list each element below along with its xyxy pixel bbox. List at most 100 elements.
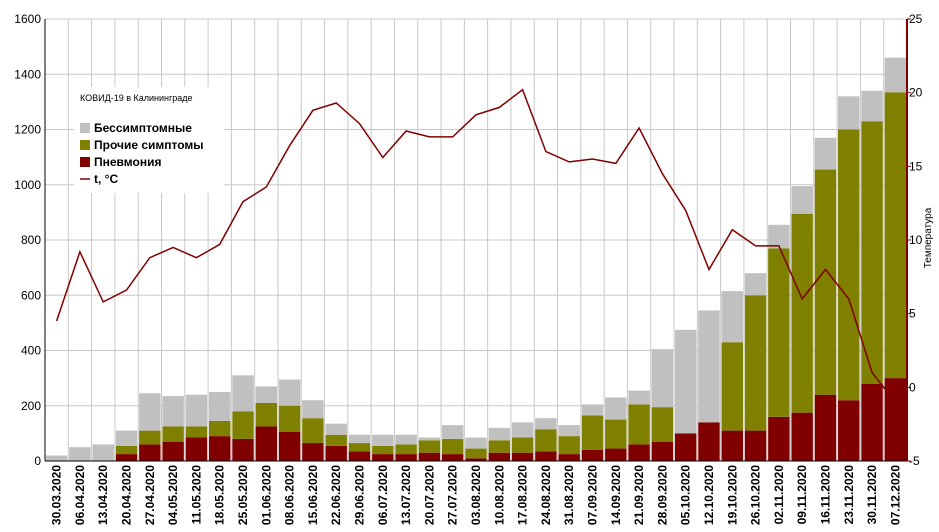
x-tick-label: 27.04.2020 [143, 465, 157, 525]
bar-pneumonia [372, 454, 394, 461]
legend: КОВИД-19 в Калининграде Бессимптомные Пр… [74, 87, 224, 193]
bar-other-symptoms [581, 415, 604, 450]
bar-asymptomatic [698, 310, 720, 423]
bar-other-symptoms [232, 411, 254, 439]
y2-tick-label: 10 [909, 233, 923, 247]
x-tick-label: 23.11.2020 [842, 465, 856, 525]
bar-asymptomatic [395, 434, 417, 445]
bar-pneumonia [185, 437, 208, 461]
x-tick-label: 20.04.2020 [120, 465, 134, 525]
bar-pneumonia [838, 400, 860, 461]
x-tick-label: 29.06.2020 [353, 465, 367, 525]
bar-asymptomatic [768, 224, 790, 249]
bar-other-symptoms [325, 434, 347, 446]
x-tick-label: 13.07.2020 [399, 465, 413, 525]
bar-pneumonia [721, 430, 743, 461]
bar-asymptomatic [651, 349, 674, 408]
bar-pneumonia [674, 433, 697, 461]
bar-pneumonia [768, 416, 790, 461]
y-tick-label: 800 [21, 233, 41, 247]
bar-pneumonia [325, 445, 347, 461]
legend-label-other-symptoms: Прочие симптомы [94, 138, 204, 152]
bar-other-symptoms [861, 121, 883, 384]
legend-label-pneumonia: Пневмония [94, 155, 161, 169]
y2-axis-label: Температура [923, 207, 934, 268]
bar-other-symptoms [139, 430, 161, 445]
bar-other-symptoms [721, 342, 743, 431]
bar-other-symptoms [628, 404, 650, 445]
bar-asymptomatic [441, 425, 464, 439]
y-tick-label: 1000 [14, 178, 41, 192]
bar-other-symptoms [302, 418, 324, 444]
x-tick-label: 06.04.2020 [73, 465, 87, 525]
bar-other-symptoms [185, 426, 208, 438]
bar-asymptomatic [209, 391, 231, 421]
bar-asymptomatic [69, 447, 91, 461]
bar-pneumonia [418, 452, 441, 461]
x-tick-label: 09.11.2020 [795, 465, 809, 525]
y2-tick-label: -5 [909, 454, 920, 468]
bar-pneumonia [535, 451, 557, 461]
bar-asymptomatic [488, 427, 511, 441]
x-tick-label: 31.08.2020 [562, 465, 576, 525]
bar-pneumonia [651, 441, 674, 461]
x-tick-label: 11.05.2020 [189, 465, 203, 525]
bar-asymptomatic [814, 137, 837, 170]
bar-other-symptoms [372, 445, 394, 455]
bar-other-symptoms [209, 420, 231, 437]
y-tick-label: 1200 [14, 123, 41, 137]
y-tick-label: 0 [34, 454, 41, 468]
x-tick-label: 06.07.2020 [376, 465, 390, 525]
bar-other-symptoms [558, 436, 580, 455]
bar-other-symptoms [348, 443, 371, 452]
bar-pneumonia [278, 431, 301, 461]
legend-swatch-other-symptoms [80, 140, 90, 150]
legend-swatch-pneumonia [80, 157, 90, 167]
bar-asymptomatic [115, 430, 138, 446]
bar-asymptomatic [185, 394, 208, 427]
x-tick-label: 28.09.2020 [655, 465, 669, 525]
bar-asymptomatic [535, 418, 557, 430]
bar-pneumonia [465, 458, 487, 461]
x-tick-label: 16.11.2020 [819, 465, 833, 525]
bar-asymptomatic [721, 291, 743, 343]
y-tick-label: 200 [21, 399, 41, 413]
x-tick-label: 30.03.2020 [50, 465, 64, 525]
bar-pneumonia [884, 378, 907, 461]
bar-other-symptoms [511, 437, 534, 453]
x-tick-label: 18.05.2020 [213, 465, 227, 525]
bar-pneumonia [395, 454, 417, 461]
bar-pneumonia [698, 422, 720, 461]
bar-asymptomatic [232, 375, 254, 412]
bar-other-symptoms [651, 407, 674, 442]
bar-asymptomatic [348, 434, 371, 444]
bar-pneumonia [232, 438, 254, 461]
x-tick-label: 12.10.2020 [702, 465, 716, 525]
bar-pneumonia [162, 441, 184, 461]
bar-pneumonia [348, 451, 371, 461]
bar-asymptomatic [278, 379, 301, 406]
bar-other-symptoms [418, 440, 441, 453]
x-tick-label: 15.06.2020 [306, 465, 320, 525]
bar-other-symptoms [162, 426, 184, 442]
axes: 0 200 400 600 800 1000 1200 1400 1600 -5 0 5 10 15 20 2… [14, 12, 922, 525]
bar-pneumonia [814, 394, 837, 461]
y-tick-label: 1600 [14, 12, 41, 26]
bar-asymptomatic [861, 90, 883, 122]
x-tick-label: 08.06.2020 [283, 465, 297, 525]
temperature-line [55, 88, 896, 403]
y-tick-label: 1400 [14, 67, 41, 81]
chart-title: КОВИД-19 в Калининграде [80, 93, 193, 103]
bar-pneumonia [511, 452, 534, 461]
x-tick-label: 04.05.2020 [166, 465, 180, 525]
x-tick-label: 14.09.2020 [609, 465, 623, 525]
bar-other-symptoms [814, 169, 837, 395]
bar-other-symptoms [115, 445, 138, 455]
bar-pneumonia [791, 412, 813, 461]
x-tick-label: 26.10.2020 [749, 465, 763, 525]
bar-other-symptoms [838, 129, 860, 401]
bar-asymptomatic [465, 437, 487, 449]
bar-asymptomatic [162, 396, 184, 427]
bar-other-symptoms [255, 402, 278, 427]
bar-pneumonia [441, 454, 464, 461]
